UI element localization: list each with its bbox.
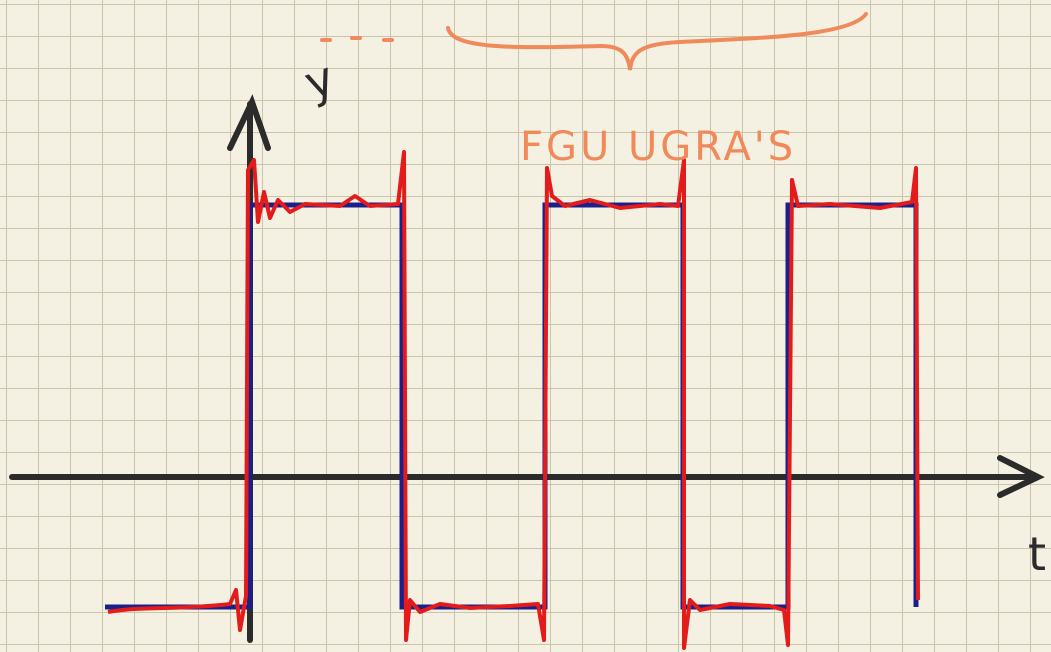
sketch: FGU UGRA'S y t (0, 0, 1051, 652)
annotation-text: FGU UGRA'S (520, 124, 796, 170)
x-axis-label: t (1028, 527, 1046, 581)
grid-paper (0, 0, 1051, 652)
page: FGU UGRA'S y t (() => { const data = JSO… (0, 0, 1051, 652)
